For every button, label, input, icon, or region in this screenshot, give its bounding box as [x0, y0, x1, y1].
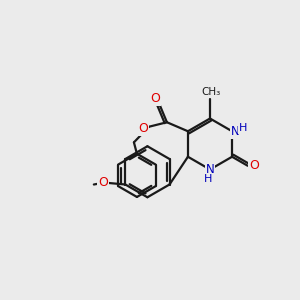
Text: H: H — [204, 174, 213, 184]
Text: H: H — [239, 123, 248, 133]
Text: CH₃: CH₃ — [201, 87, 220, 98]
Text: O: O — [98, 176, 108, 190]
Text: O: O — [150, 92, 160, 105]
Text: N: N — [231, 125, 240, 138]
Text: O: O — [249, 159, 259, 172]
Text: O: O — [139, 122, 148, 135]
Text: N: N — [206, 163, 214, 176]
